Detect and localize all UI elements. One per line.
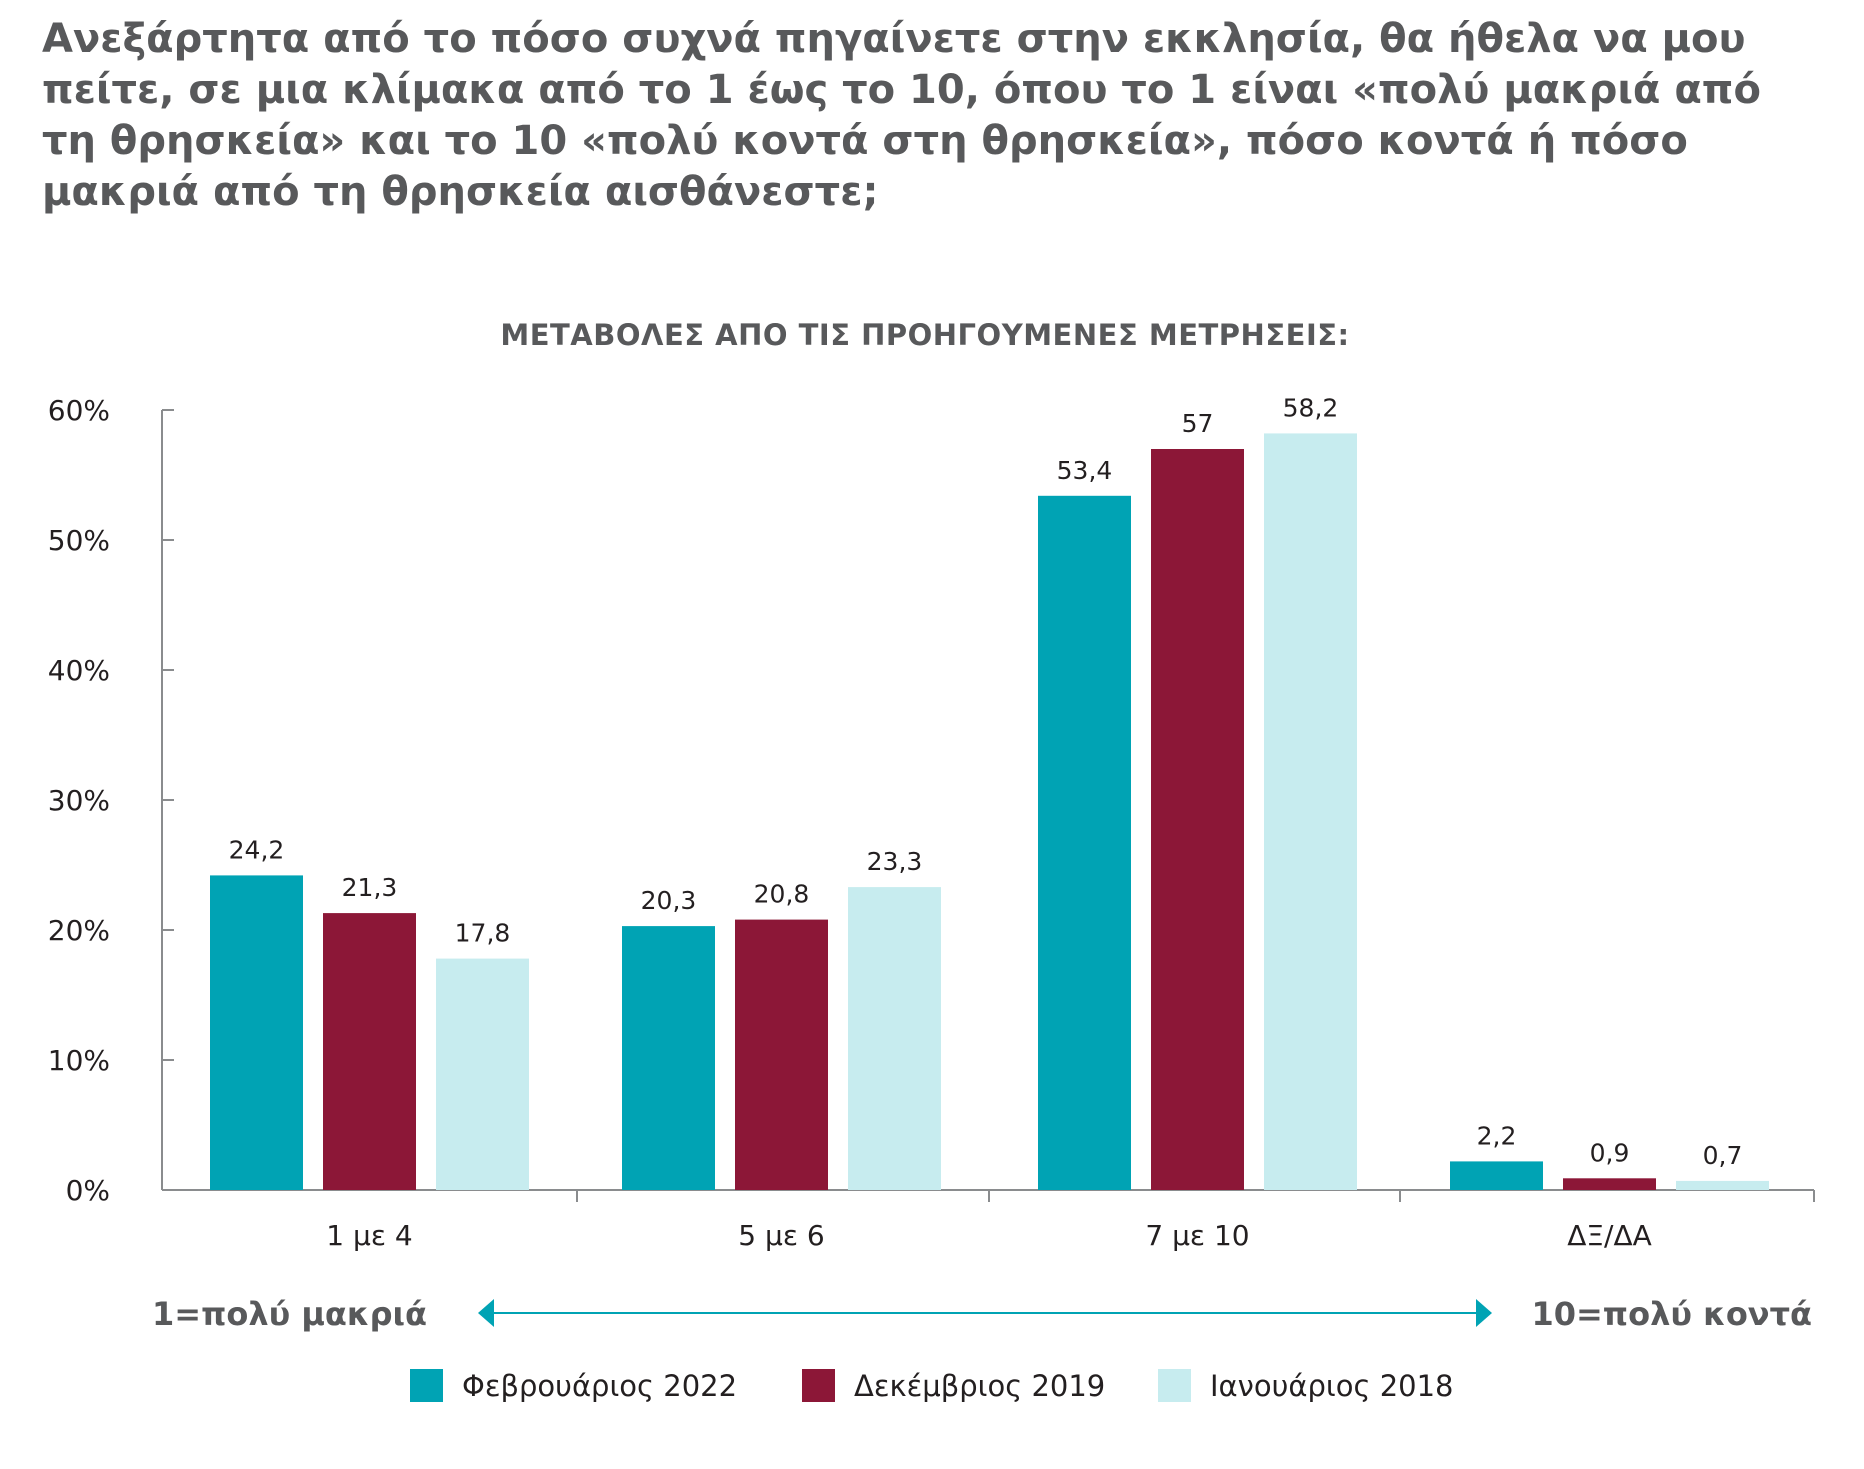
scale-left-label: 1=πολύ μακριά [152, 1295, 427, 1333]
bar [622, 926, 715, 1190]
data-label: 53,4 [1057, 456, 1113, 485]
y-tick-label: 50% [48, 524, 110, 557]
chart-bars: 24,2 21,3 17,8 1 με 4 20,3 20,8 23,3 5 με 6 53,4… [210, 393, 1769, 1252]
chart-legend: Φεβρουάριος 2022 Δεκέμβριος 2019 Ιανουάριο… [410, 1369, 1454, 1403]
data-label: 24,2 [229, 835, 285, 864]
y-tick-label: 30% [48, 784, 110, 817]
y-tick-label: 60% [48, 394, 110, 427]
legend-label: Δεκέμβριος 2019 [854, 1369, 1105, 1403]
x-category-label: ΔΞ/ΔΑ [1567, 1219, 1652, 1252]
data-label: 17,8 [455, 919, 511, 948]
legend-swatch [802, 1369, 835, 1402]
data-label: 23,3 [867, 847, 923, 876]
arrow-right-icon [1476, 1299, 1492, 1327]
bar [1563, 1178, 1656, 1190]
y-tick-label: 0% [66, 1174, 110, 1207]
scale-right-label: 10=πολύ κοντά [1531, 1295, 1812, 1333]
bar [436, 958, 529, 1190]
legend-swatch [1158, 1369, 1191, 1402]
x-category-label: 1 με 4 [326, 1219, 412, 1252]
bar [735, 919, 828, 1190]
bar [210, 875, 303, 1190]
data-label: 0,9 [1590, 1138, 1630, 1167]
bar [1676, 1180, 1769, 1190]
bar [1151, 449, 1244, 1190]
y-tick-label: 40% [48, 654, 110, 687]
bar [1264, 433, 1357, 1190]
legend-label: Ιανουάριος 2018 [1210, 1369, 1454, 1403]
x-category-label: 7 με 10 [1145, 1219, 1249, 1252]
data-label: 58,2 [1283, 393, 1339, 422]
question-title: Ανεξάρτητα από το πόσο συχνά πηγαίνετε σ… [42, 16, 1761, 215]
data-label: 2,2 [1477, 1121, 1517, 1150]
data-label: 20,3 [641, 886, 697, 915]
scale-indicator: 1=πολύ μακριά 10=πολύ κοντά [152, 1295, 1812, 1333]
legend-swatch [410, 1369, 443, 1402]
bar [1038, 495, 1131, 1190]
x-category-label: 5 με 6 [738, 1219, 824, 1252]
y-tick-label: 10% [48, 1044, 110, 1077]
data-label: 20,8 [754, 880, 810, 909]
data-label: 21,3 [342, 873, 398, 902]
bar [1450, 1161, 1543, 1190]
chart-subtitle: ΜΕΤΑΒΟΛΕΣ ΑΠΟ ΤΙΣ ΠΡΟΗΓΟΥΜΕΝΕΣ ΜΕΤΡΗΣΕΙΣ… [500, 318, 1349, 352]
bar [848, 887, 941, 1190]
y-tick-label: 20% [48, 914, 110, 947]
legend-label: Φεβρουάριος 2022 [462, 1369, 737, 1403]
data-label: 57 [1182, 409, 1214, 438]
data-label: 0,7 [1703, 1141, 1743, 1170]
arrow-left-icon [478, 1299, 494, 1327]
bar [323, 913, 416, 1190]
